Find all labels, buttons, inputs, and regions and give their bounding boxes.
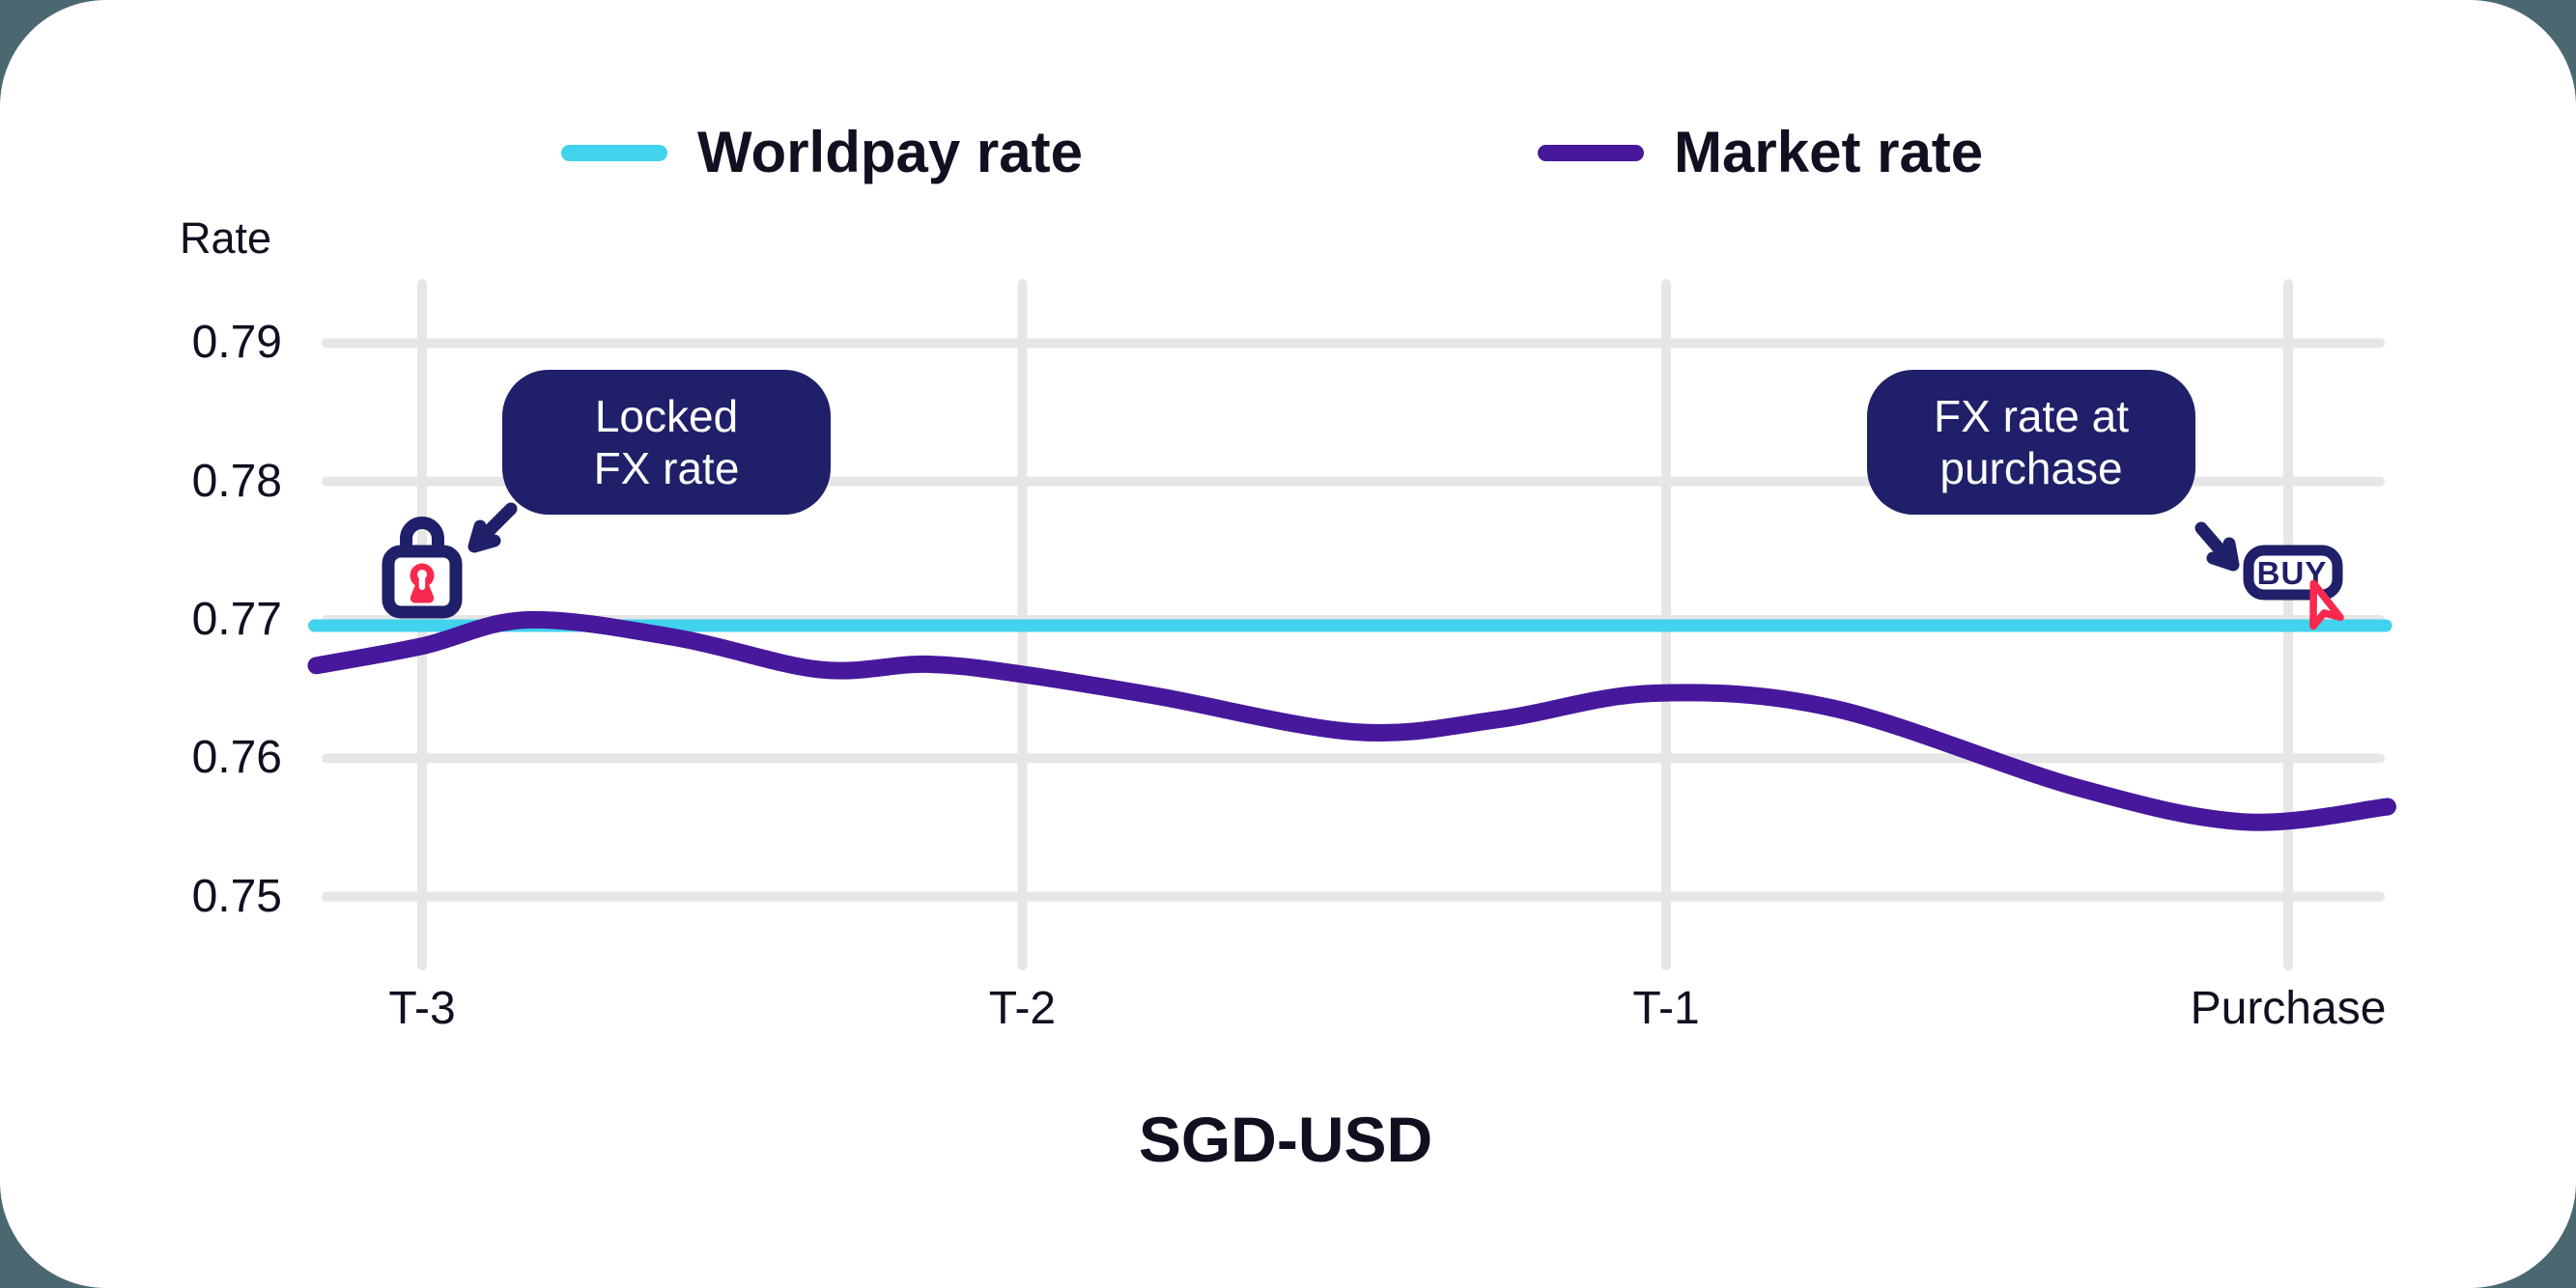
- market-rate-swatch-icon: [1538, 144, 1644, 161]
- legend-label-market-rate: Market rate: [1674, 120, 1984, 184]
- legend-item-worldpay-rate: Worldpay rate: [561, 120, 1083, 185]
- x-tick-label: T-3: [388, 983, 456, 1034]
- x-tick-label: T-1: [1632, 983, 1700, 1034]
- y-tick-label: 0.79: [191, 317, 282, 369]
- y-tick-label: 0.77: [191, 594, 282, 645]
- y-tick-label: 0.76: [191, 732, 282, 784]
- arrow-down-left-icon: [467, 502, 518, 553]
- legend-label-worldpay-rate: Worldpay rate: [697, 120, 1083, 184]
- y-tick-label: 0.78: [191, 455, 282, 507]
- fx-rate-at-purchase-callout: FX rate at purchase: [1867, 370, 2195, 515]
- buy-icon: BUY: [2243, 545, 2343, 601]
- x-tick-label: Purchase: [2190, 983, 2387, 1034]
- market-rate-line: [307, 610, 2396, 831]
- cursor-icon: [2309, 579, 2344, 630]
- callout-line: FX rate at: [1934, 391, 2129, 441]
- lock-icon: [382, 517, 463, 619]
- callout-line: FX rate: [593, 443, 740, 493]
- locked-fx-rate-callout: Locked FX rate: [502, 370, 831, 515]
- x-tick-label: T-2: [988, 983, 1057, 1034]
- callout-line: purchase: [1939, 443, 2123, 493]
- y-axis-title: Rate: [180, 213, 272, 263]
- arrow-down-right-icon: [2194, 521, 2240, 572]
- rate-lines: [307, 610, 2396, 831]
- chart-title: SGD-USD: [1138, 1104, 1433, 1175]
- y-tick-label: 0.75: [191, 870, 282, 922]
- worldpay-rate-swatch-icon: [561, 144, 667, 161]
- callout-line: Locked: [594, 391, 739, 441]
- legend-item-market-rate: Market rate: [1538, 120, 1983, 185]
